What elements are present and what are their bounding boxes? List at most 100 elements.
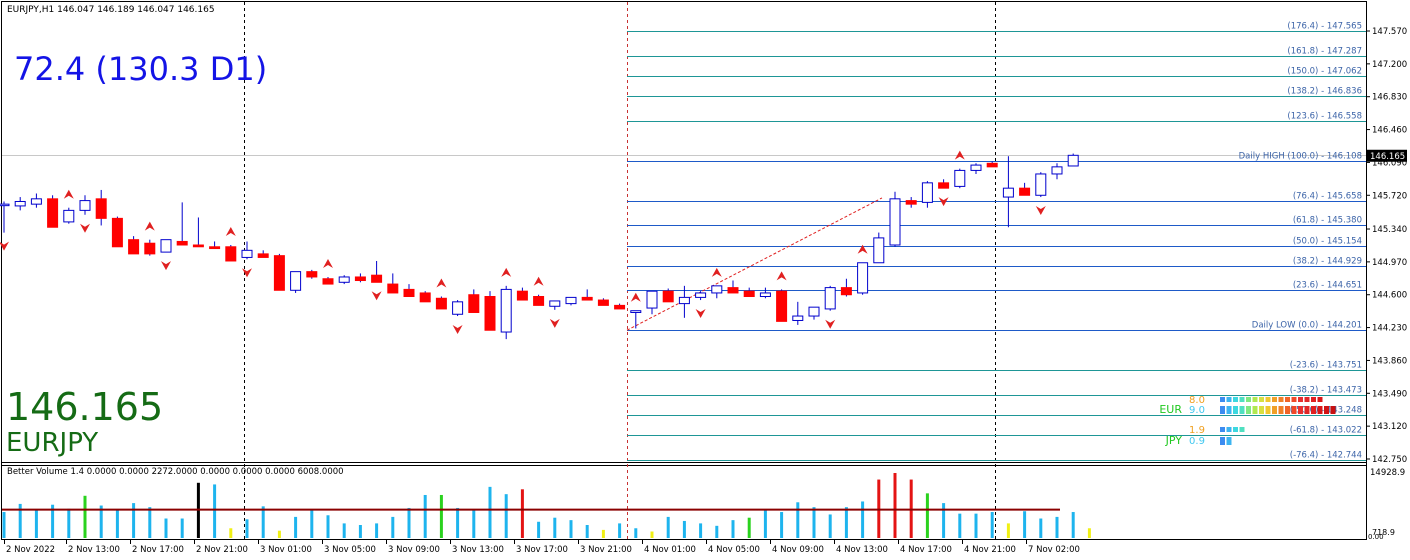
strength-block	[1298, 406, 1303, 414]
strength-block	[1226, 406, 1232, 414]
strength-block	[1317, 397, 1323, 402]
current-price-marker	[1367, 149, 1407, 162]
fractal-down-arrow	[695, 309, 706, 319]
strength-block	[1239, 427, 1245, 432]
fractal-down-arrow	[1035, 206, 1046, 216]
strength-value: 1.9	[1189, 425, 1205, 436]
fib-level-label: (-76.4) - 142.744	[1290, 451, 1362, 461]
time-tick-label: 4 Nov 17:00	[900, 545, 952, 555]
candle-body	[273, 255, 285, 291]
candle-body	[30, 198, 42, 205]
strength-block	[1272, 397, 1277, 402]
fib-level-label: (161.8) - 147.287	[1287, 47, 1362, 57]
currency-strength-meter: 8.0 EUR 9.0 1.9 JPY 0.9	[1159, 395, 1336, 447]
strength-block	[1265, 397, 1271, 402]
strength-block	[1220, 427, 1225, 432]
strength-block	[1304, 397, 1310, 402]
time-axis[interactable]: 2 Nov 2022 2 Nov 13:00 2 Nov 17:00 2 Nov 21…	[4, 540, 1080, 555]
candle-body	[921, 182, 933, 203]
time-tick-label: 3 Nov 01:00	[260, 545, 312, 555]
strength-block	[1233, 397, 1238, 402]
candle-body	[322, 278, 334, 285]
strength-block	[1311, 397, 1316, 402]
candle-body	[873, 237, 885, 264]
candle-body	[840, 287, 852, 296]
strength-block	[1246, 397, 1251, 402]
fib-anchor-line	[626, 197, 883, 331]
fibonacci-levels[interactable]: (176.4) - 147.565 (161.8) - 147.287 (150.0…	[626, 22, 1366, 461]
strength-value: 9.0	[1189, 405, 1205, 416]
price-tick-label: 144.600	[1372, 291, 1407, 301]
currency-label: EUR	[1159, 403, 1182, 416]
fractal-up-arrow	[436, 278, 447, 288]
fractal-down-arrow	[549, 318, 560, 328]
strength-block	[1311, 406, 1316, 414]
chart-title: EURJPY,H1 146.047 146.189 146.047 146.16…	[7, 5, 215, 15]
candle-body	[646, 290, 658, 309]
candle-body	[403, 288, 415, 298]
candle-body	[419, 292, 431, 303]
candle-body	[711, 285, 723, 294]
candle-body	[970, 164, 982, 171]
strength-block	[1233, 427, 1238, 432]
strength-block	[1278, 397, 1284, 402]
candle-body	[1035, 173, 1047, 196]
strength-block	[1226, 437, 1232, 445]
candle-body	[452, 301, 464, 315]
price-axis[interactable]: 147.570 147.200 146.830 146.460 146.090 145.7…	[1366, 2, 1407, 541]
candle-body	[662, 290, 674, 303]
candle-body	[808, 306, 820, 317]
strength-block	[1265, 406, 1271, 414]
fractal-down-arrow	[825, 319, 836, 329]
candle-body	[614, 304, 626, 310]
candle-body	[225, 246, 237, 262]
strength-block	[1317, 406, 1323, 414]
strength-block	[1252, 397, 1258, 402]
time-tick-label: 2 Nov 2022	[6, 545, 55, 555]
strength-block	[1252, 406, 1258, 414]
fib-level-label: (138.2) - 146.836	[1287, 87, 1362, 97]
candle-body	[630, 310, 642, 313]
fib-level-label: (23.6) - 144.651	[1293, 281, 1362, 291]
candle-body	[128, 239, 140, 255]
fractal-up-arrow	[144, 221, 155, 231]
fib-level-label: Daily HIGH (100.0) - 146.108	[1239, 152, 1362, 162]
candle-body	[387, 283, 399, 294]
fractal-arrows	[0, 150, 1046, 335]
time-tick-label: 4 Nov 01:00	[644, 545, 696, 555]
price-tick-label: 147.570	[1372, 27, 1407, 37]
time-tick-label: 2 Nov 17:00	[132, 545, 184, 555]
strength-block	[1272, 406, 1277, 414]
candle-body	[565, 296, 577, 305]
candle-body	[306, 271, 318, 278]
fib-level-label: (176.4) - 147.565	[1287, 22, 1362, 32]
strength-block	[1220, 397, 1225, 402]
symbol-label: EURJPY	[6, 428, 99, 458]
candle-body	[63, 209, 75, 223]
candle-body	[290, 271, 302, 291]
candlestick-series	[0, 153, 1079, 340]
price-tick-label: 143.860	[1372, 356, 1407, 366]
candle-body	[759, 292, 771, 298]
price-tick-label: 143.120	[1372, 422, 1407, 432]
time-tick-label: 4 Nov 13:00	[836, 545, 888, 555]
candle-body	[678, 296, 690, 305]
candle-body	[95, 198, 107, 219]
current-price-label: 146.165	[6, 385, 164, 429]
fib-level-label: (38.2) - 144.929	[1293, 257, 1362, 267]
strength-block	[1259, 397, 1264, 402]
strength-block	[1278, 406, 1284, 414]
candle-body	[516, 290, 528, 301]
candle-body	[1002, 187, 1014, 198]
strength-block	[1291, 406, 1297, 414]
time-tick-label: 3 Nov 05:00	[324, 545, 376, 555]
strength-block	[1220, 406, 1225, 414]
candle-body	[111, 217, 123, 248]
candle-body	[905, 200, 917, 205]
volume-axis-zero-label: 0.00	[1368, 533, 1384, 541]
fractal-down-arrow	[452, 325, 463, 335]
volume-bars	[2, 473, 1091, 538]
fractal-down-arrow	[938, 197, 949, 207]
